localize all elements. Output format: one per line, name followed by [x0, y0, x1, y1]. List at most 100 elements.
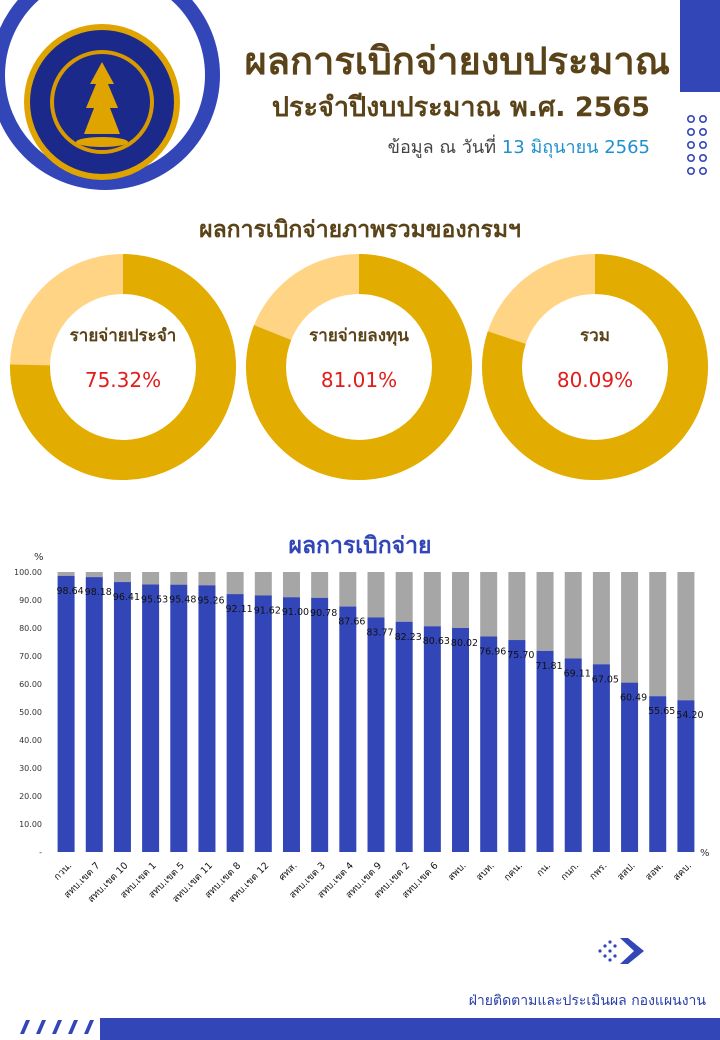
y-tick-label: 90.00 [19, 596, 42, 605]
y-tick-label: 30.00 [19, 764, 42, 773]
x-tick-label: กน. [535, 860, 554, 879]
bar-remainder [480, 572, 498, 637]
x-tick-label: ศทส. [277, 860, 300, 883]
y-tick-label: 50.00 [19, 708, 42, 717]
chart-title: ผลการเบิกจ่าย [288, 533, 432, 559]
bar-value [339, 606, 357, 852]
y-axis-unit: % [34, 552, 44, 563]
y-tick-label: 80.00 [19, 624, 42, 633]
bar-data-label: 95.26 [197, 595, 224, 606]
bar-value [649, 696, 667, 852]
bar-data-label: 87.66 [338, 617, 365, 628]
donut-ring [246, 254, 472, 480]
donut-investment: รายจ่ายลงทุน 81.01% [244, 252, 474, 482]
donut-label: รายจ่ายประจำ [69, 326, 177, 346]
bar-remainder [254, 572, 272, 596]
x-axis-unit: % [700, 848, 710, 859]
donut-filled-arc [10, 254, 236, 480]
bar-remainder [592, 572, 610, 665]
page-title: ผลการเบิกจ่ายงบประมาณ [244, 39, 670, 83]
bar-value [367, 617, 385, 852]
donut-operating: รายจ่ายประจำ 75.32% [8, 252, 238, 482]
x-tick-label: กวน. [52, 860, 74, 882]
x-tick-label: สคบ. [671, 860, 694, 883]
y-tick-label: 20.00 [19, 792, 42, 801]
bar-remainder [423, 572, 441, 627]
bar-data-label: 54.20 [676, 710, 703, 721]
corner-decoration [680, 0, 720, 92]
bar-remainder [282, 572, 300, 598]
bar-value [452, 627, 470, 852]
donut-value: 75.32% [84, 368, 162, 392]
bar-remainder [367, 572, 385, 618]
bar-remainder [564, 572, 582, 659]
bar-remainder [85, 572, 103, 578]
donut-total: รวม 80.09% [480, 252, 710, 482]
bar-data-label: 67.05 [592, 674, 619, 685]
donut-filled-arc [482, 254, 708, 480]
bar-value [395, 621, 413, 852]
y-tick-label: 40.00 [19, 736, 42, 745]
bar-remainder [621, 572, 639, 683]
bar-value [198, 585, 216, 852]
bar-value [480, 636, 498, 852]
date-value: 13 มิถุนายน 2565 [501, 137, 650, 158]
bar-value [282, 597, 300, 852]
bar-remainder [57, 572, 75, 576]
donut-value: 81.01% [320, 368, 398, 392]
bar-remainder [170, 572, 188, 585]
bar-data-label: 69.11 [564, 668, 591, 679]
bar-data-label: 91.62 [254, 605, 281, 616]
bar-remainder [649, 572, 667, 697]
bar-value [564, 658, 582, 852]
donut-ring [10, 254, 236, 480]
y-tick-label: - [39, 848, 42, 857]
bar-remainder [395, 572, 413, 622]
x-tick-label: กคน. [502, 860, 525, 883]
bar-data-label: 75.70 [507, 650, 534, 661]
data-date-line: ข้อมูล ณ วันที่ 13 มิถุนายน 2565 [300, 132, 650, 161]
footer-credit: ฝ่ายติดตามและประเมินผล กองแผนงาน [468, 993, 706, 1009]
bar-value [142, 584, 160, 852]
bar-data-label: 96.41 [113, 592, 140, 603]
bar-data-label: 80.63 [423, 636, 450, 647]
bar-data-label: 71.81 [535, 661, 562, 672]
bar-data-label: 80.02 [451, 638, 478, 649]
bottom-band-decoration [100, 1018, 720, 1040]
bar-value [254, 595, 272, 852]
bar-value [170, 584, 188, 852]
bar-data-label: 95.48 [169, 595, 196, 606]
donut-filled-arc [246, 254, 472, 480]
bar-value [621, 682, 639, 852]
bar-remainder [142, 572, 160, 585]
bar-value [113, 582, 131, 852]
bar-data-label: 83.77 [366, 627, 393, 638]
bar-data-label: 76.96 [479, 647, 506, 658]
bar-remainder [536, 572, 554, 651]
bar-data-label: 91.00 [282, 607, 309, 618]
x-tick-label: สบท. [474, 860, 497, 883]
page-subtitle: ประจำปีงบประมาณ พ.ศ. 2565 [271, 92, 650, 123]
bar-data-label: 60.49 [620, 693, 647, 704]
bar-remainder [508, 572, 526, 641]
bar-data-label: 95.53 [141, 595, 168, 606]
bar-remainder [339, 572, 357, 607]
bar-remainder [452, 572, 470, 628]
x-tick-label: สพบ. [446, 860, 469, 883]
bar-value [592, 664, 610, 852]
y-tick-label: 60.00 [19, 680, 42, 689]
disbursement-bar-chart: %% - 10.00 20.00 30.00 40.00 50.00 60.00 70.00 80… [14, 552, 710, 905]
bar-data-label: 98.64 [56, 586, 83, 597]
arrow-decoration [598, 938, 644, 964]
donut-value: 80.09% [556, 368, 634, 392]
bar-data-label: 92.11 [226, 604, 253, 615]
bar-value [508, 640, 526, 852]
bar-data-label: 82.23 [395, 632, 422, 643]
bar-value [57, 575, 75, 852]
bar-value [423, 626, 441, 852]
date-prefix: ข้อมูล ณ วันที่ [387, 137, 497, 158]
dots-decoration [686, 114, 708, 175]
bar-data-label: 90.78 [310, 608, 337, 619]
donut-label: รายจ่ายลงทุน [309, 326, 409, 346]
bar-value [311, 597, 329, 852]
